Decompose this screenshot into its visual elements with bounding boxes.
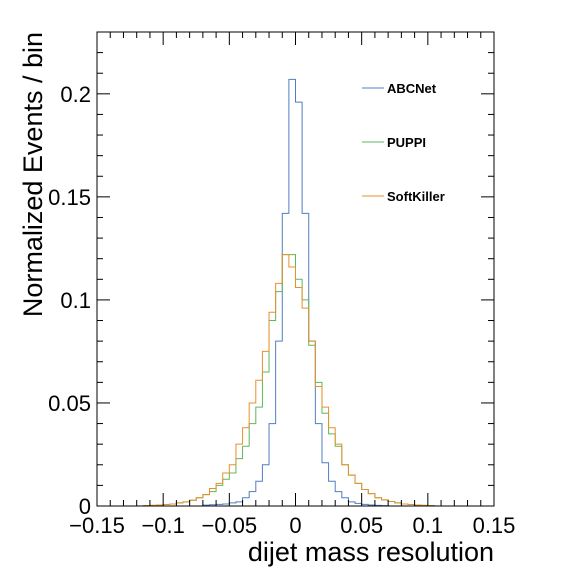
x-tick-label: 0 (289, 513, 301, 538)
legend: ABCNet PUPPI SoftKiller (362, 81, 445, 204)
x-tick-label: −0.15 (69, 513, 125, 538)
y-tick-label: 0.1 (60, 288, 91, 313)
y-tick-label: 0.15 (48, 185, 91, 210)
y-axis-title: Normalized Events / bin (18, 32, 48, 317)
y-tick-label: 0.05 (48, 391, 91, 416)
x-tick-label: 0.05 (340, 513, 383, 538)
x-tick-label: 0.1 (413, 513, 444, 538)
x-tick-label: −0.05 (201, 513, 257, 538)
y-tick-label: 0.2 (60, 82, 91, 107)
axis-layer: −0.15 −0.1 −0.05 0 0.05 0.1 0.15 0 0.05 0.1 0.15 0.… (48, 31, 516, 538)
x-tick-label: 0.15 (473, 513, 516, 538)
legend-label-abcnet: ABCNet (387, 81, 437, 96)
y-tick-label: 0 (79, 494, 91, 519)
legend-label-puppi: PUPPI (387, 135, 426, 150)
x-axis-title: dijet mass resolution (248, 537, 494, 567)
x-tick-label: −0.1 (141, 513, 184, 538)
legend-label-softkiller: SoftKiller (387, 189, 445, 204)
